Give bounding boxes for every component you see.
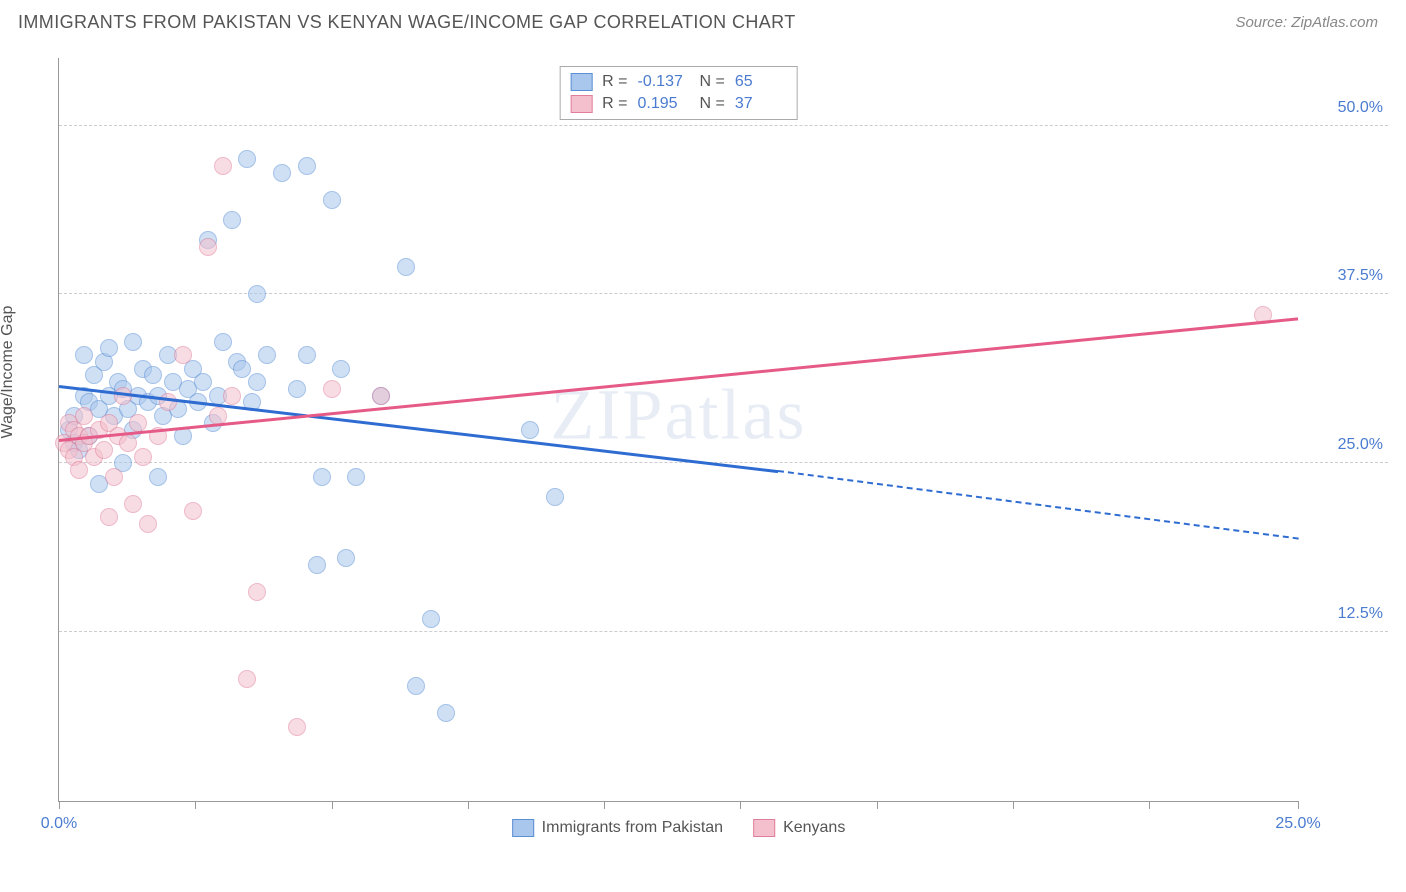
data-point [100,339,118,357]
data-point [298,346,316,364]
x-tick [59,801,60,809]
x-tick-label: 25.0% [1275,815,1320,833]
data-point [298,157,316,175]
legend-label: Immigrants from Pakistan [542,819,723,837]
stat-n-label: N = [700,95,725,113]
legend-swatch [753,819,775,837]
data-point [248,583,266,601]
data-point [313,468,331,486]
y-tick-label: 25.0% [1338,436,1383,454]
y-tick-label: 12.5% [1338,605,1383,623]
data-point [323,380,341,398]
data-point [149,468,167,486]
data-point [184,502,202,520]
data-point [233,360,251,378]
data-point [332,360,350,378]
data-point [223,211,241,229]
data-point [95,441,113,459]
x-tick-label: 0.0% [41,815,77,833]
data-point [422,610,440,628]
stat-r-label: R = [602,95,627,113]
x-tick [195,801,196,809]
x-tick [604,801,605,809]
data-point [124,495,142,513]
plot-area: ZIPatlas R =-0.137N =65R =0.195N =37 Imm… [58,58,1298,802]
data-point [105,468,123,486]
data-point [347,468,365,486]
data-point [248,373,266,391]
data-point [337,549,355,567]
y-tick-label: 50.0% [1338,99,1383,117]
header: IMMIGRANTS FROM PAKISTAN VS KENYAN WAGE/… [0,0,1406,41]
stats-box: R = -0.137 N = 65 R = 0.195 N = 37 [559,66,798,120]
series-swatch [570,95,592,113]
data-point [238,670,256,688]
data-point [238,150,256,168]
x-tick [468,801,469,809]
stats-row: R = 0.195 N = 37 [570,93,787,115]
chart-container: Wage/Income Gap ZIPatlas R =-0.137N =65R… [18,50,1388,862]
stat-n-value: 37 [735,95,787,113]
data-point [139,515,157,533]
data-point [129,414,147,432]
data-point [521,421,539,439]
data-point [223,387,241,405]
stat-n-value: 65 [735,73,787,91]
data-point [100,508,118,526]
source-label: Source: ZipAtlas.com [1235,14,1378,31]
x-tick [877,801,878,809]
gridline [59,631,1388,632]
data-point [214,333,232,351]
data-point [70,461,88,479]
stats-row: R = -0.137 N = 65 [570,71,787,93]
stat-r-value: 0.195 [638,95,690,113]
data-point [134,448,152,466]
x-tick [740,801,741,809]
x-tick [1149,801,1150,809]
trend-line [59,317,1298,442]
data-point [407,677,425,695]
y-axis-label: Wage/Income Gap [0,306,17,439]
data-point [397,258,415,276]
x-tick [1298,801,1299,809]
data-point [199,238,217,256]
data-point [323,191,341,209]
data-point [437,704,455,722]
data-point [214,157,232,175]
data-point [248,285,266,303]
data-point [194,373,212,391]
watermark: ZIPatlas [551,373,807,456]
data-point [273,164,291,182]
legend-label: Kenyans [783,819,845,837]
data-point [372,387,390,405]
chart-title: IMMIGRANTS FROM PAKISTAN VS KENYAN WAGE/… [18,12,796,33]
legend-item: Kenyans [753,819,845,837]
data-point [174,346,192,364]
series-swatch [570,73,592,91]
data-point [258,346,276,364]
data-point [144,366,162,384]
data-point [119,434,137,452]
stat-r-value: -0.137 [638,73,690,91]
trend-line-extrapolated [777,470,1298,540]
data-point [75,407,93,425]
data-point [75,346,93,364]
legend-swatch [512,819,534,837]
y-tick-label: 37.5% [1338,267,1383,285]
x-tick [332,801,333,809]
stat-r-label: R = [602,73,627,91]
legend: Immigrants from Pakistan Kenyans [512,819,846,837]
x-tick [1013,801,1014,809]
gridline [59,125,1388,126]
data-point [546,488,564,506]
data-point [288,718,306,736]
stat-n-label: N = [700,73,725,91]
legend-item: Immigrants from Pakistan [512,819,723,837]
data-point [288,380,306,398]
data-point [124,333,142,351]
data-point [308,556,326,574]
